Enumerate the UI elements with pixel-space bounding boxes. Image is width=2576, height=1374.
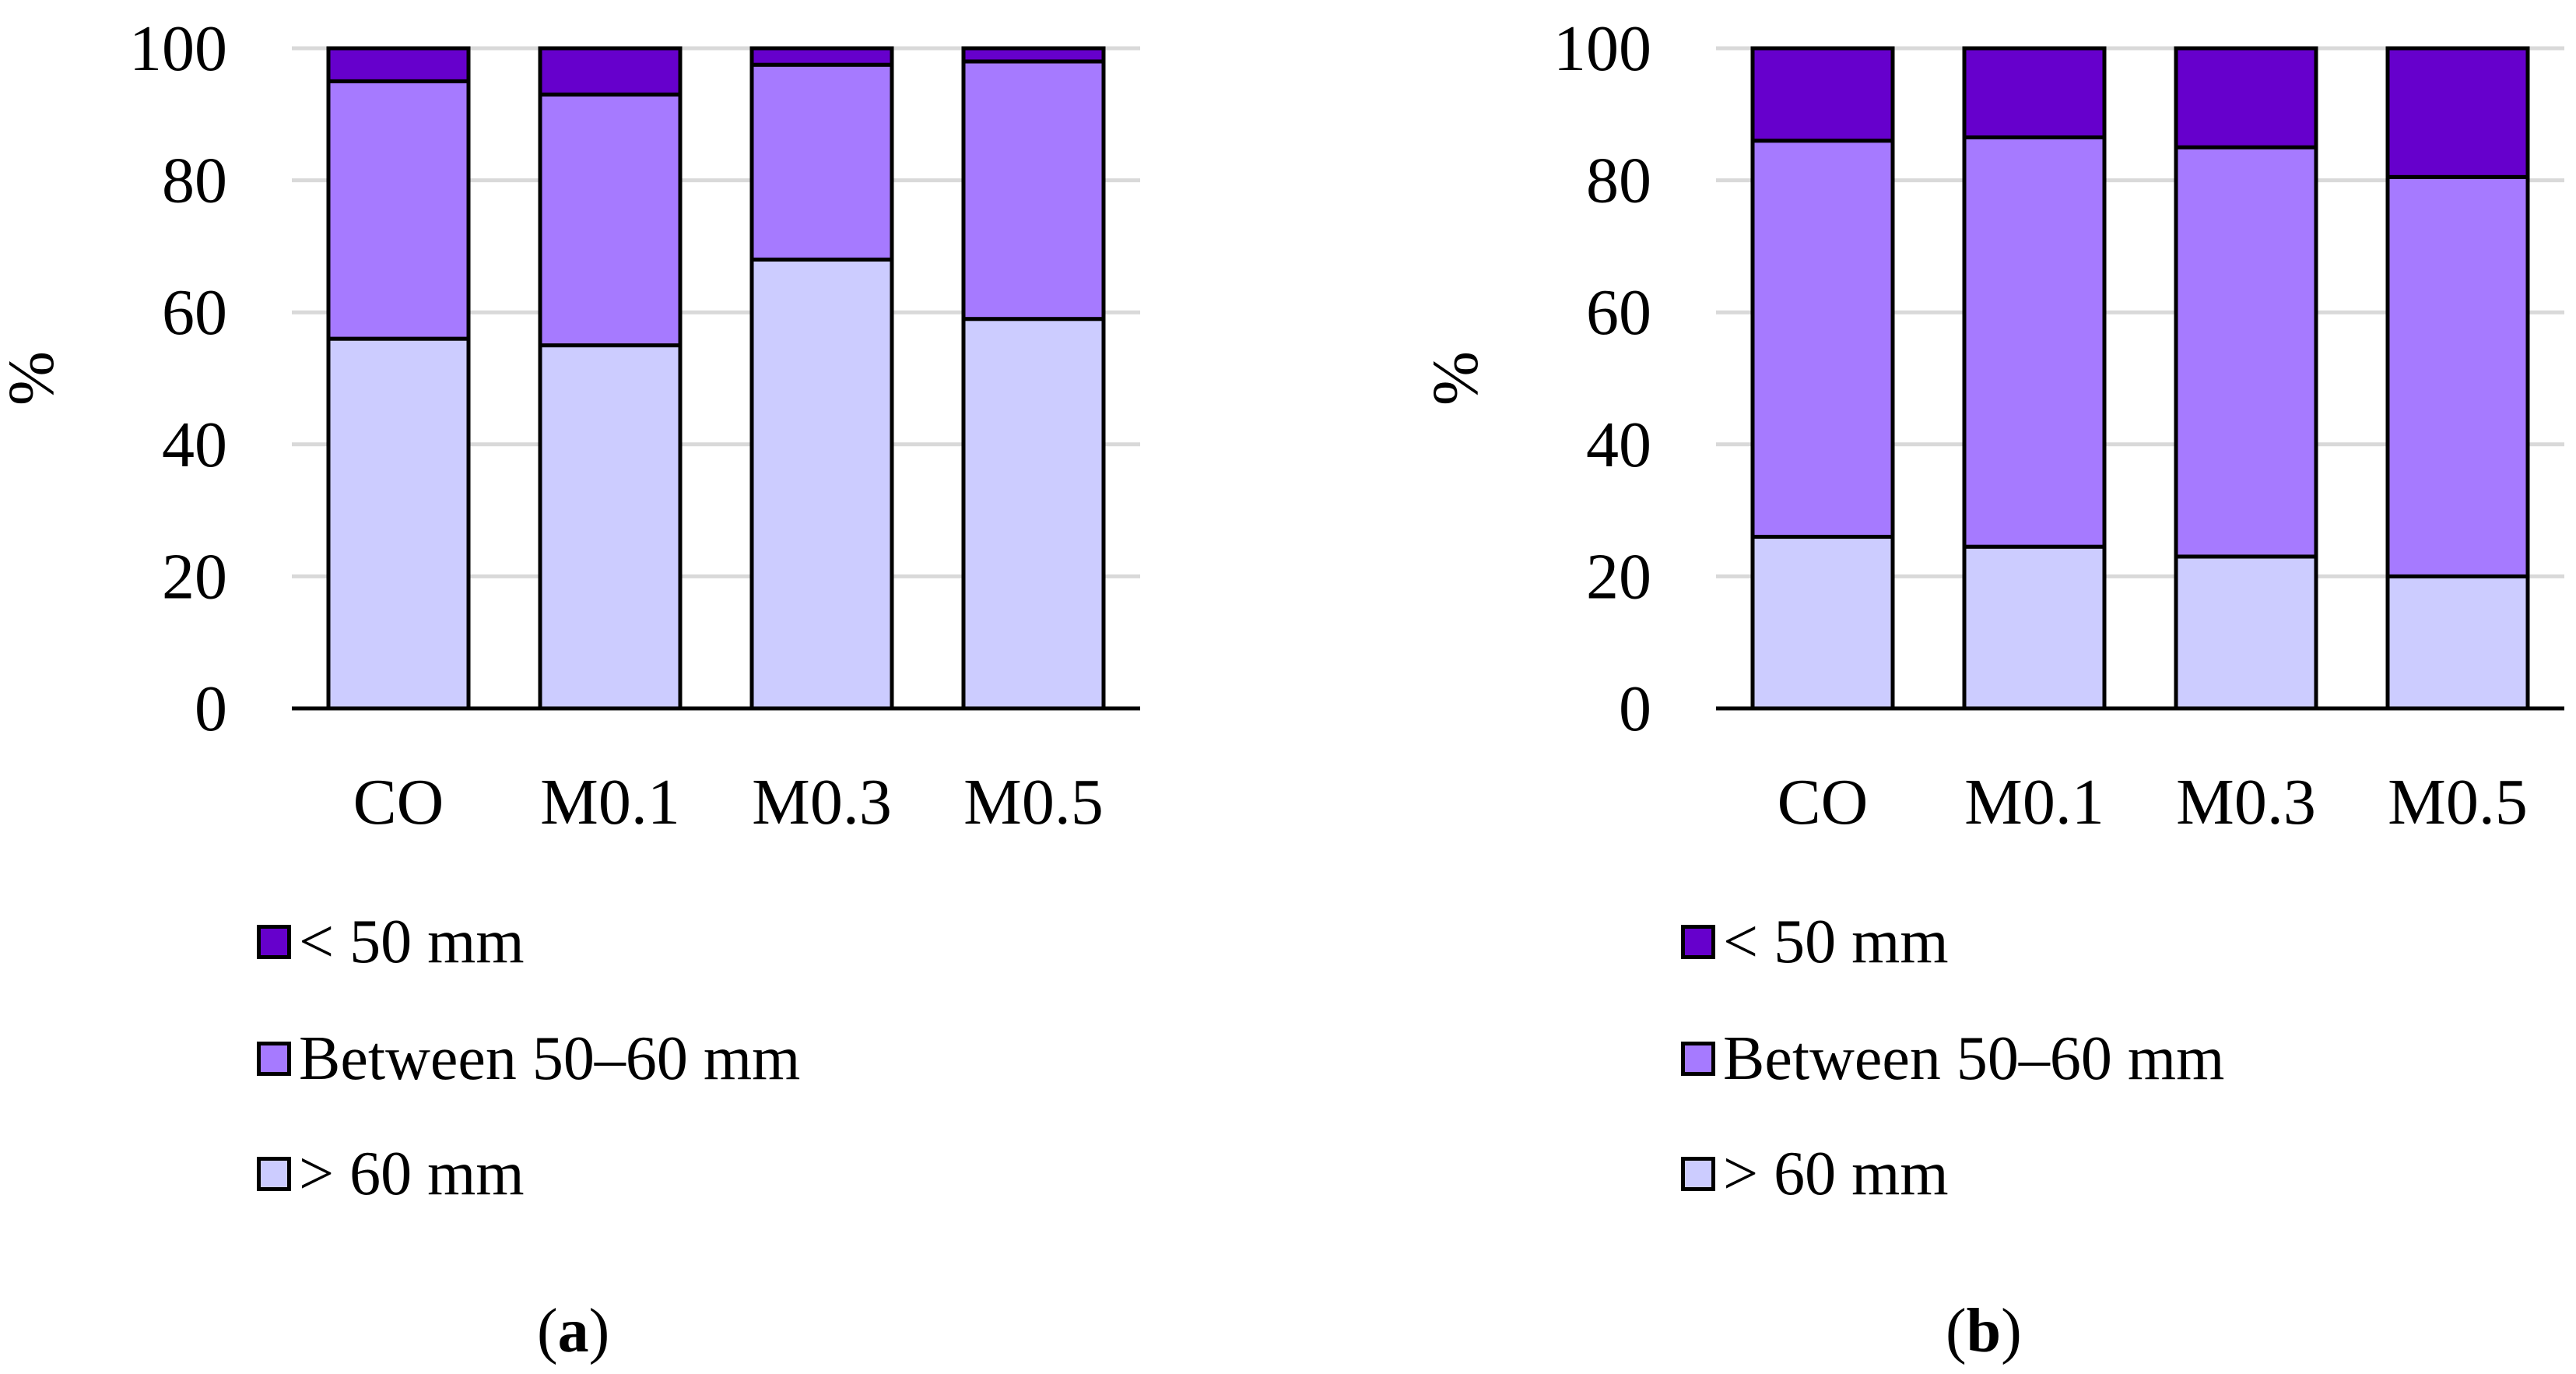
legend-swatch-lt50 xyxy=(257,925,291,959)
x-tick-label: M0.3 xyxy=(752,766,892,838)
y-tick-label: 0 xyxy=(195,673,227,745)
y-tick-label: 60 xyxy=(162,276,227,349)
y-tick-label: 0 xyxy=(1619,673,1651,745)
panel-label-a: (a) xyxy=(537,1297,610,1365)
legend-label-50-60: Between 50–60 mm xyxy=(299,1024,801,1093)
bar-segment-co-1 xyxy=(326,79,471,341)
bar-segment-co-1 xyxy=(1750,139,1895,539)
legend-item-gt60: > 60 mm xyxy=(1681,1143,1949,1205)
bar-segment-co-0 xyxy=(1750,535,1895,711)
legend-swatch-50-60 xyxy=(257,1042,291,1076)
legend-item-lt50: < 50 mm xyxy=(1681,911,1949,973)
bar-segment-m03-1 xyxy=(749,62,894,262)
y-tick-label: 20 xyxy=(1586,540,1651,613)
bar-segment-co-2 xyxy=(326,46,471,83)
bar-segment-m01-2 xyxy=(1962,46,2107,139)
legend-swatch-lt50 xyxy=(1681,925,1715,959)
y-tick-label: 20 xyxy=(162,540,227,613)
chart-a: 0 20 40 60 80 100% CO M0.1 M0.3 M0.5 xyxy=(0,12,1140,838)
legend-item-lt50: < 50 mm xyxy=(257,911,525,973)
y-tick-label: 80 xyxy=(162,145,227,217)
y-tick-label: 100 xyxy=(1553,12,1651,85)
x-tick-label: M0.5 xyxy=(2388,766,2528,838)
x-tick-label: M0.5 xyxy=(963,766,1104,838)
legend-label-lt50: < 50 mm xyxy=(299,908,525,976)
bar-segment-m01-1 xyxy=(1962,135,2107,549)
legend-item-gt60: > 60 mm xyxy=(257,1143,525,1205)
x-tick-label: M0.3 xyxy=(2176,766,2316,838)
chart-panel-b: 0 20 40 60 80 100% CO M0.1 M0.3 M0.5 < 50 mm Betw… xyxy=(1420,0,2576,1374)
bar-segment-m01-0 xyxy=(1962,544,2107,711)
bar-segment-m05-0 xyxy=(961,317,1106,711)
bar-segment-m03-1 xyxy=(2174,145,2318,559)
bar-segment-m01-2 xyxy=(538,46,683,97)
bar-segment-m03-2 xyxy=(749,46,894,67)
y-tick-label: 40 xyxy=(1586,409,1651,481)
bar-segment-co-0 xyxy=(326,336,471,711)
panel-label-b: (b) xyxy=(1946,1297,2022,1365)
legend-label-gt60: > 60 mm xyxy=(1723,1140,1949,1208)
y-axis-label: % xyxy=(0,351,68,406)
legend-label-gt60: > 60 mm xyxy=(299,1140,525,1208)
bar-segment-m05-1 xyxy=(961,59,1106,322)
bar-segment-m05-1 xyxy=(2385,174,2530,578)
x-tick-label: M0.1 xyxy=(1964,766,2104,838)
bar-segment-m05-0 xyxy=(2385,574,2530,711)
bar-segment-m05-2 xyxy=(961,46,1106,64)
chart-panel-a: 0 20 40 60 80 100% CO M0.1 M0.3 M0.5 < 50 mm Betw… xyxy=(0,12,1140,1365)
legend-item-50-60: Between 50–60 mm xyxy=(257,1028,800,1090)
legend-swatch-50-60 xyxy=(1681,1042,1715,1076)
bar-segment-m01-1 xyxy=(538,92,683,348)
y-axis-label: % xyxy=(1420,351,1492,406)
y-tick-label: 80 xyxy=(1586,145,1651,217)
x-tick-label: CO xyxy=(353,766,444,838)
bar-segment-m03-0 xyxy=(2174,554,2318,711)
legend-swatch-gt60 xyxy=(257,1157,291,1191)
y-tick-label: 100 xyxy=(129,12,227,85)
x-tick-label: CO xyxy=(1778,766,1869,838)
legend-label-50-60: Between 50–60 mm xyxy=(1723,1024,2225,1093)
bar-segment-m03-0 xyxy=(749,257,894,711)
chart-b: 0 20 40 60 80 100% CO M0.1 M0.3 M0.5 xyxy=(1420,12,2564,838)
bar-segment-m03-2 xyxy=(2174,46,2318,149)
y-tick-label: 40 xyxy=(162,409,227,481)
bar-segment-co-2 xyxy=(1750,46,1895,143)
y-tick-label: 60 xyxy=(1586,276,1651,349)
bar-segment-m01-0 xyxy=(538,343,683,711)
legend-item-50-60: Between 50–60 mm xyxy=(1681,1028,2224,1090)
legend-label-lt50: < 50 mm xyxy=(1723,908,1949,976)
bar-segment-m05-2 xyxy=(2385,46,2530,179)
legend-swatch-gt60 xyxy=(1681,1157,1715,1191)
x-tick-label: M0.1 xyxy=(540,766,680,838)
